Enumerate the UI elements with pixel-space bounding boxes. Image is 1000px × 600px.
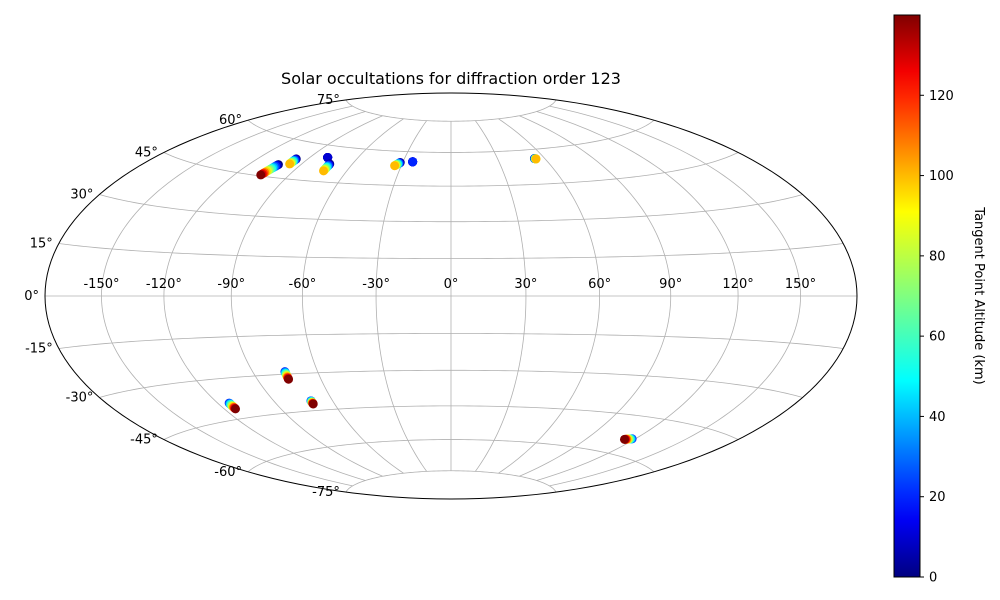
parallel-line <box>247 119 655 153</box>
latitude-tick-label: 75° <box>317 93 340 108</box>
longitude-tick-label: 90° <box>659 277 682 292</box>
parallel-line <box>163 152 739 187</box>
longitude-tick-labels: -150° -120° -90° -60° -30° 0° 30° 60° 90° 120° 150… <box>83 277 816 292</box>
latitude-tick-label: -60° <box>214 465 242 480</box>
chart-title: Solar occultations for diffraction order… <box>281 69 621 88</box>
colorbar-tick-label: 60 <box>929 330 946 345</box>
parallel-line <box>163 405 739 440</box>
parallel-line <box>345 99 557 122</box>
latitude-tick-label: 15° <box>30 237 53 252</box>
occultation-point <box>285 159 295 169</box>
latitude-tick-label: 45° <box>135 146 158 161</box>
longitude-tick-label: 30° <box>514 277 537 292</box>
latitude-tick-label: -30° <box>66 391 94 406</box>
occultation-point <box>308 399 318 409</box>
occultation-points <box>224 153 637 444</box>
parallel-line <box>99 369 803 398</box>
colorbar-tick-label: 40 <box>929 410 946 425</box>
parallel-line <box>345 470 557 493</box>
map-panel: -150° -120° -90° -60° -30° 0° 30° 60° 90° 120° 150… <box>24 92 858 500</box>
longitude-tick-label: -120° <box>146 277 182 292</box>
latitude-tick-label: 30° <box>70 188 93 203</box>
occultation-point <box>256 170 266 180</box>
parallel-line <box>58 333 844 349</box>
longitude-tick-label: -30° <box>362 277 390 292</box>
colorbar-ticks: 0 20 40 60 80 100 120 <box>920 89 954 586</box>
latitude-tick-label: 60° <box>219 113 242 128</box>
parallel-line <box>58 243 844 259</box>
colorbar-tick-label: 0 <box>929 571 937 586</box>
colorbar: 0 20 40 60 80 100 120 Tangent Point Altitude (… <box>893 14 986 586</box>
occultation-point <box>531 154 541 164</box>
latitude-tick-label: -75° <box>312 485 340 500</box>
latitude-tick-labels: -75° -60° -45° -30° -15° 0° 15° 30° 45° 60° 75° <box>24 93 340 500</box>
colorbar-label: Tangent Point Altitude (km) <box>971 206 986 384</box>
colorbar-tick-label: 80 <box>929 249 946 264</box>
occultation-point <box>319 166 329 176</box>
occultation-point <box>231 404 241 414</box>
parallel-line <box>99 194 803 223</box>
occultation-point <box>619 434 629 444</box>
colorbar-tick-label: 120 <box>929 89 954 104</box>
occultation-point <box>284 374 294 384</box>
graticule <box>45 99 857 493</box>
longitude-tick-label: -150° <box>83 277 119 292</box>
longitude-tick-label: 60° <box>588 277 611 292</box>
occultation-point <box>408 157 418 167</box>
longitude-tick-label: -60° <box>289 277 317 292</box>
colorbar-tick-label: 100 <box>929 169 954 184</box>
colorbar-tick-label: 20 <box>929 490 946 505</box>
occultation-point <box>390 161 400 171</box>
latitude-tick-label: -15° <box>25 342 53 357</box>
latitude-tick-label: -45° <box>130 433 158 448</box>
longitude-tick-label: -90° <box>217 277 245 292</box>
latitude-tick-label: 0° <box>24 289 39 304</box>
map-outline <box>44 92 858 500</box>
longitude-tick-label: 0° <box>444 277 459 292</box>
longitude-tick-label: 120° <box>722 277 753 292</box>
parallel-line <box>247 439 655 473</box>
longitude-tick-label: 150° <box>785 277 816 292</box>
colorbar-gradient <box>893 14 921 578</box>
